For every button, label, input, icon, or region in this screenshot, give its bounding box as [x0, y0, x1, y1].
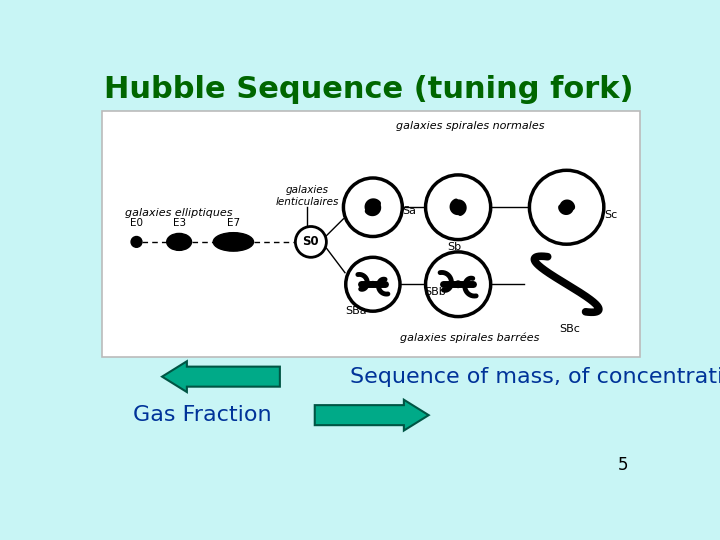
Text: SBa: SBa — [345, 306, 366, 316]
Text: E3: E3 — [173, 218, 186, 228]
Text: galaxies elliptiques: galaxies elliptiques — [125, 208, 233, 218]
Text: Sc: Sc — [604, 210, 617, 220]
Circle shape — [563, 204, 570, 211]
Text: Hubble Sequence (tuning fork): Hubble Sequence (tuning fork) — [104, 75, 634, 104]
Text: S0: S0 — [302, 235, 319, 248]
Text: 5: 5 — [618, 456, 629, 474]
Text: SBc: SBc — [559, 325, 580, 334]
FancyBboxPatch shape — [102, 111, 640, 357]
Text: Sb: Sb — [447, 242, 462, 252]
Circle shape — [452, 201, 464, 213]
Text: Sequence of mass, of concentration: Sequence of mass, of concentration — [350, 367, 720, 387]
Ellipse shape — [131, 237, 142, 247]
Circle shape — [370, 281, 376, 287]
Circle shape — [295, 226, 326, 257]
Text: E7: E7 — [227, 218, 240, 228]
Circle shape — [455, 281, 462, 287]
FancyArrow shape — [315, 400, 428, 430]
Text: E0: E0 — [130, 218, 143, 228]
Text: SBb: SBb — [424, 287, 446, 297]
Text: galaxies
lenticulaires: galaxies lenticulaires — [275, 185, 338, 206]
Text: galaxies spirales barrées: galaxies spirales barrées — [400, 333, 539, 343]
Circle shape — [368, 202, 378, 213]
Ellipse shape — [213, 233, 253, 251]
Ellipse shape — [167, 233, 192, 251]
Text: Sa: Sa — [402, 206, 416, 216]
FancyArrow shape — [162, 361, 280, 392]
Text: galaxies spirales normales: galaxies spirales normales — [395, 122, 544, 131]
Text: Gas Fraction: Gas Fraction — [132, 405, 271, 425]
